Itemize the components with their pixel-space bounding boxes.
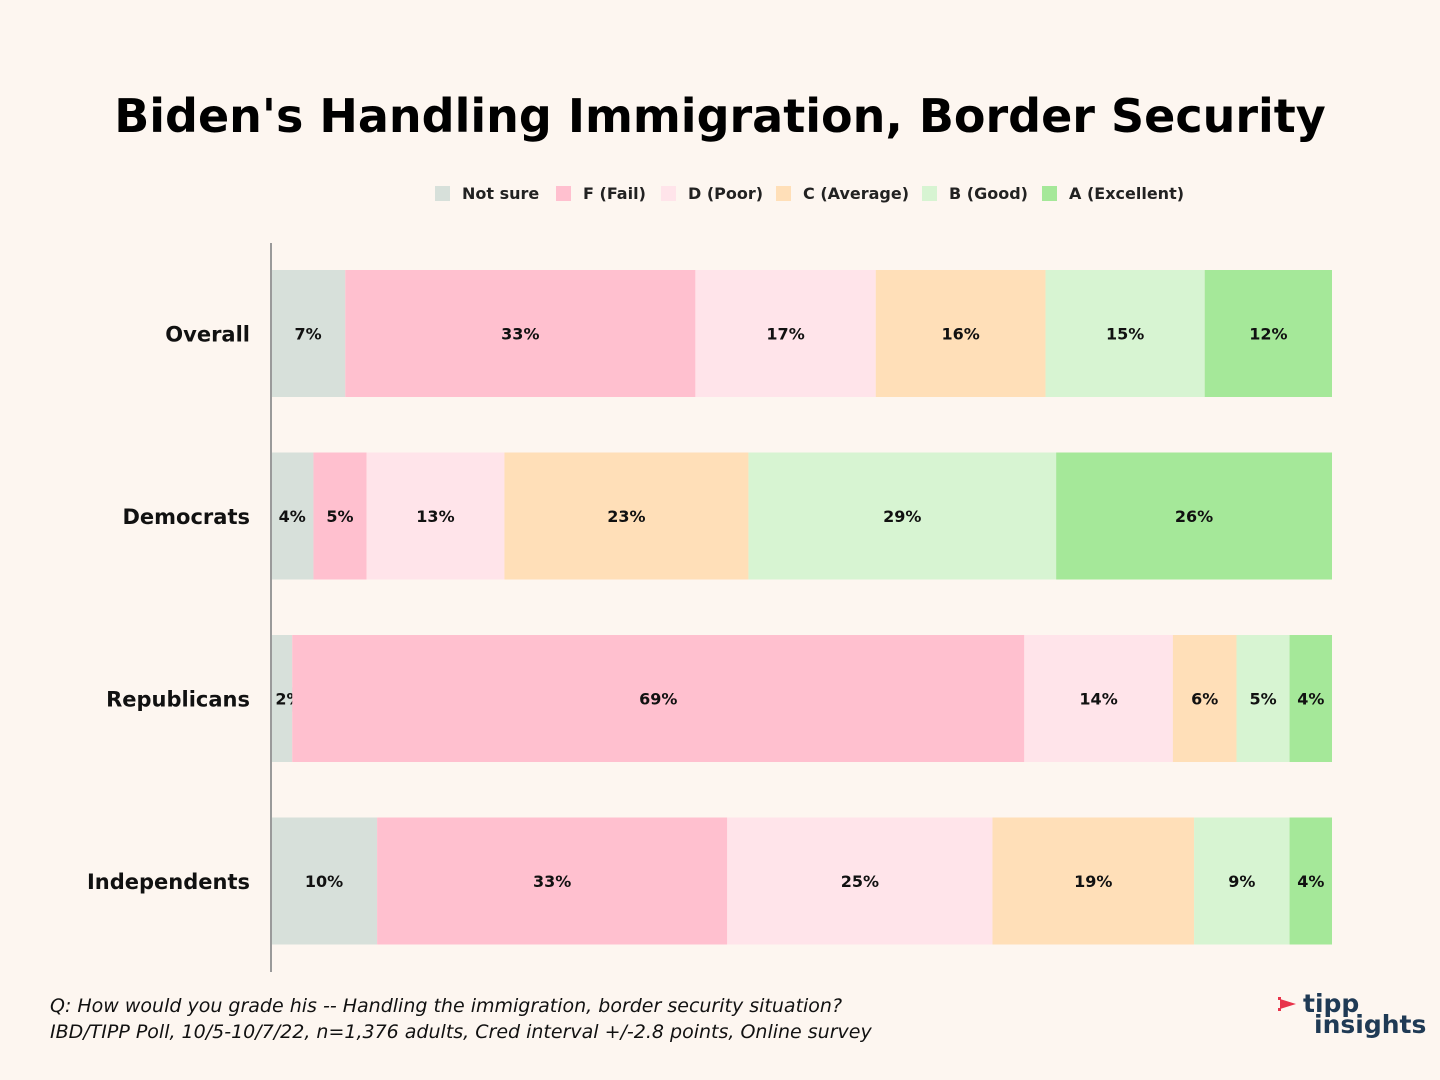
data-label-democrats-not-sure: 4% bbox=[279, 507, 306, 526]
bar-segment-republicans-a-excellent bbox=[1289, 635, 1332, 762]
data-label-overall-c-average: 16% bbox=[942, 325, 980, 344]
data-label-democrats-b-good: 29% bbox=[883, 507, 921, 526]
data-label-independents-d-poor: 25% bbox=[841, 872, 879, 891]
legend-swatch bbox=[435, 186, 450, 201]
data-label-independents-not-sure: 10% bbox=[305, 872, 343, 891]
legend-item-f-fail: F (Fail) bbox=[556, 184, 646, 203]
logo-text-insights: insights bbox=[1314, 1010, 1426, 1039]
bar-segment-democrats-b-good bbox=[748, 452, 1057, 580]
bar-row-republicans: 2% 69% 14% 6% 5% 4% bbox=[271, 635, 1332, 762]
bar-row-independents: 10% 33% 25% 19% 9% 4% bbox=[271, 817, 1332, 945]
data-label-republicans-c-average: 6% bbox=[1191, 690, 1218, 709]
data-label-overall-not-sure: 7% bbox=[295, 325, 322, 344]
bar-segment-overall-d-poor bbox=[695, 270, 876, 397]
data-label-overall-b-good: 15% bbox=[1106, 325, 1144, 344]
bar-segment-republicans-c-average bbox=[1172, 635, 1237, 762]
logo-arrow-icon bbox=[1278, 997, 1296, 1011]
bar-segment-independents-f-fail bbox=[377, 817, 728, 945]
legend-item-a-excellent: A (Excellent) bbox=[1042, 184, 1184, 203]
legend-label: B (Good) bbox=[949, 184, 1028, 203]
legend-label: F (Fail) bbox=[583, 184, 646, 203]
bar-segment-democrats-d-poor bbox=[366, 452, 505, 580]
bar-segment-independents-b-good bbox=[1194, 817, 1290, 945]
tipp-insights-logo: tipp insights bbox=[1278, 989, 1426, 1039]
legend-label: C (Average) bbox=[803, 184, 909, 203]
legend-label: A (Excellent) bbox=[1069, 184, 1184, 203]
data-label-independents-b-good: 9% bbox=[1228, 872, 1255, 891]
category-label-democrats: Democrats bbox=[123, 505, 251, 529]
legend-swatch bbox=[922, 186, 937, 201]
data-label-republicans-f-fail: 69% bbox=[639, 690, 677, 709]
data-label-republicans-b-good: 5% bbox=[1249, 690, 1276, 709]
bar-row-overall: 7% 33% 17% 16% 15% 12% bbox=[271, 270, 1332, 397]
category-labels: Overall Democrats Republicans Independents bbox=[87, 323, 250, 895]
data-label-overall-f-fail: 33% bbox=[501, 325, 539, 344]
legend-item-not-sure: Not sure bbox=[435, 184, 539, 203]
data-label-overall-d-poor: 17% bbox=[766, 325, 804, 344]
bar-segment-republicans-f-fail bbox=[292, 635, 1025, 762]
category-label-overall: Overall bbox=[165, 323, 250, 347]
data-label-democrats-c-average: 23% bbox=[607, 507, 645, 526]
bar-segment-independents-c-average bbox=[992, 817, 1195, 945]
bar-segment-independents-a-excellent bbox=[1289, 817, 1332, 945]
bar-segment-republicans-b-good bbox=[1236, 635, 1290, 762]
data-label-independents-f-fail: 33% bbox=[533, 872, 571, 891]
bar-segment-overall-b-good bbox=[1045, 270, 1205, 397]
bar-segment-democrats-c-average bbox=[504, 452, 749, 580]
bar-segment-overall-not-sure bbox=[271, 270, 346, 397]
bar-segment-democrats-not-sure bbox=[271, 452, 314, 580]
chart-title: Biden's Handling Immigration, Border Sec… bbox=[114, 89, 1326, 143]
bar-segment-democrats-f-fail bbox=[313, 452, 367, 580]
legend-swatch bbox=[661, 186, 676, 201]
legend-swatch bbox=[1042, 186, 1057, 201]
logo-text-tipp: tipp bbox=[1303, 989, 1359, 1018]
data-label-democrats-f-fail: 5% bbox=[326, 507, 353, 526]
footnote-source: IBD/TIPP Poll, 10/5-10/7/22, n=1,376 adu… bbox=[50, 1021, 872, 1043]
footnote-question: Q: How would you grade his -- Handling t… bbox=[50, 995, 842, 1017]
data-label-democrats-d-poor: 13% bbox=[416, 507, 454, 526]
bar-segment-independents-d-poor bbox=[727, 817, 993, 945]
legend-swatch bbox=[776, 186, 791, 201]
bar-segment-republicans-d-poor bbox=[1024, 635, 1173, 762]
bar-segment-overall-c-average bbox=[875, 270, 1046, 397]
legend-item-b-good: B (Good) bbox=[922, 184, 1028, 203]
data-label-overall-a-excellent: 12% bbox=[1249, 325, 1287, 344]
bar-segment-overall-a-excellent bbox=[1204, 270, 1332, 397]
legend-label: D (Poor) bbox=[688, 184, 763, 203]
bar-segment-overall-f-fail bbox=[345, 270, 696, 397]
data-label-democrats-a-excellent: 26% bbox=[1175, 507, 1213, 526]
legend-item-c-average: C (Average) bbox=[776, 184, 909, 203]
category-label-republicans: Republicans bbox=[106, 688, 250, 712]
bar-segment-democrats-a-excellent bbox=[1056, 452, 1332, 580]
category-label-independents: Independents bbox=[87, 870, 250, 894]
data-label-republicans-a-excellent: 4% bbox=[1297, 690, 1324, 709]
data-label-republicans-d-poor: 14% bbox=[1079, 690, 1117, 709]
legend-swatch bbox=[556, 186, 571, 201]
legend-item-d-poor: D (Poor) bbox=[661, 184, 763, 203]
bars-group: 7% 33% 17% 16% 15% 12%4% 5% 13% 23% 29% 26%2% 69% 14… bbox=[271, 270, 1332, 945]
legend-label: Not sure bbox=[462, 184, 539, 203]
data-label-independents-c-average: 19% bbox=[1074, 872, 1112, 891]
data-label-independents-a-excellent: 4% bbox=[1297, 872, 1324, 891]
bar-segment-independents-not-sure bbox=[271, 817, 378, 945]
bar-row-democrats: 4% 5% 13% 23% 29% 26% bbox=[271, 452, 1332, 580]
legend: Not sure F (Fail) D (Poor) C (Average) B (Go… bbox=[435, 184, 1184, 203]
